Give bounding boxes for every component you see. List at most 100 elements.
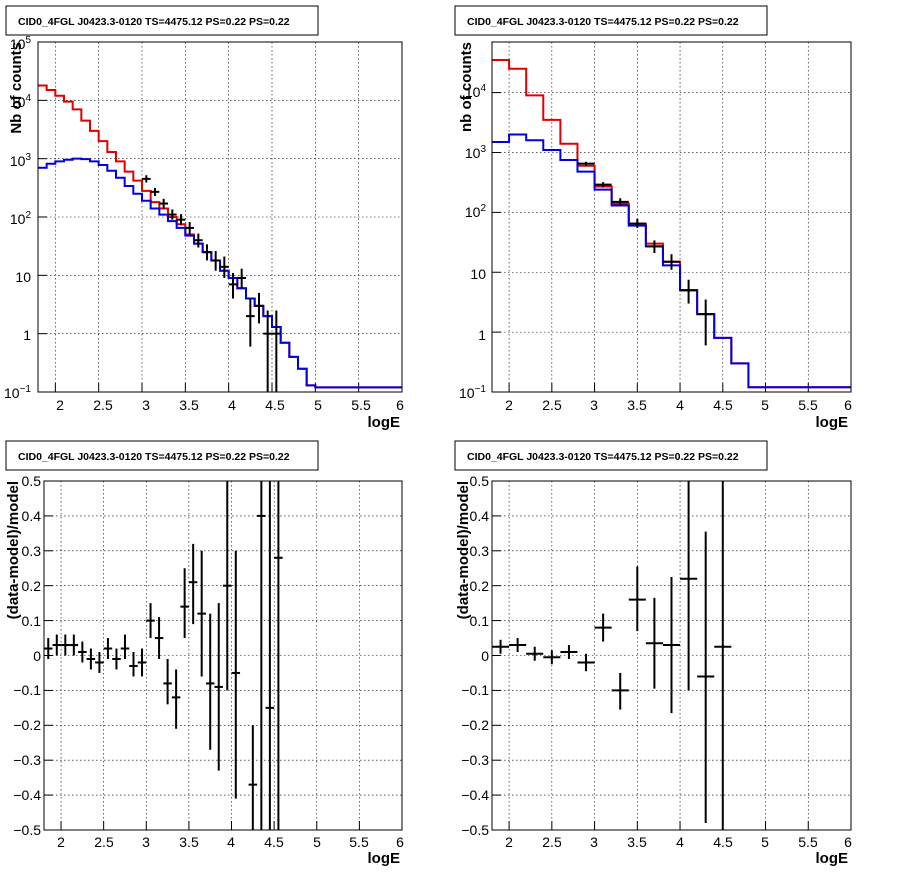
data-point — [645, 597, 663, 689]
data-point — [120, 634, 130, 659]
data-point — [214, 603, 223, 771]
data-point — [594, 613, 612, 642]
x-tick-label: 2 — [505, 834, 513, 850]
series-line — [492, 133, 851, 389]
x-tick-label: 6 — [844, 834, 852, 850]
y-tick-label: 0.3 — [22, 543, 42, 559]
plot-frame — [491, 480, 852, 831]
data-point — [492, 639, 510, 654]
data-point — [188, 543, 198, 625]
y-ticks: −0.5 −0.4 −0.3 −0.2 −0.1 0 0.1 0.2 0.3 0… — [13, 473, 41, 838]
panel-title: CID0_4FGL J0423.3-0120 TS=4475.12 PS=0.2… — [467, 451, 739, 463]
data-point — [577, 653, 595, 672]
data-point — [697, 531, 715, 824]
data-point — [246, 298, 255, 347]
plot-frame — [491, 41, 852, 393]
data-point — [265, 481, 275, 830]
y-tick-label: 10−1 — [4, 384, 31, 401]
x-tick-label: 5.5 — [349, 834, 369, 850]
data-point — [146, 603, 155, 639]
data-point — [526, 646, 544, 661]
y-tick-label: 0.1 — [22, 613, 42, 629]
y-tick-label: 103 — [465, 144, 487, 161]
panel-title: CID0_4FGL J0423.3-0120 TS=4475.12 PS=0.2… — [18, 16, 290, 28]
y-tick-label: 0.4 — [470, 508, 490, 524]
y-ticks: −0.5 −0.4 −0.3 −0.2 −0.1 0 0.1 0.2 0.3 0… — [461, 473, 489, 838]
y-tick-label: −0.3 — [13, 752, 41, 768]
data-point — [95, 652, 104, 673]
data-point — [163, 658, 172, 705]
x-tick-label: 5.5 — [798, 397, 818, 413]
data-point — [231, 550, 241, 799]
data-point — [86, 648, 96, 670]
data-point — [103, 638, 113, 659]
x-tick-label: 3 — [590, 834, 598, 850]
x-tick-label: 2 — [57, 834, 65, 850]
y-tick-label: 10−1 — [459, 384, 486, 401]
y-tick-label: 105 — [10, 35, 32, 52]
data-point — [274, 481, 283, 830]
y-tick-label: 10 — [15, 269, 31, 285]
x-axis-label: logE — [816, 414, 849, 431]
data-point — [180, 568, 189, 639]
data-point — [176, 214, 186, 226]
y-tick-label: 0.5 — [22, 473, 42, 489]
x-axis-label: logE — [368, 850, 401, 867]
x-tick-label: 4 — [228, 397, 236, 413]
data-point — [171, 669, 181, 729]
data-point — [202, 244, 212, 261]
data-point — [168, 209, 177, 220]
y-tick-label: 102 — [10, 210, 32, 227]
x-tick-label: 5.5 — [798, 834, 818, 850]
x-tick-label: 4.5 — [713, 397, 733, 413]
x-tick-label: 2.5 — [542, 397, 562, 413]
data-point — [628, 218, 646, 228]
data-point — [543, 650, 561, 665]
data-point — [611, 672, 629, 710]
x-tick-label: 3.5 — [179, 834, 199, 850]
data-point — [129, 652, 138, 677]
y-tick-label: −0.5 — [13, 822, 41, 838]
panel-title-box — [5, 440, 319, 471]
data-point — [662, 576, 681, 714]
data-point — [142, 175, 151, 183]
plot-area — [44, 480, 403, 831]
plot-frame — [37, 41, 403, 393]
data-point — [254, 292, 264, 324]
x-tick-label: 5 — [761, 834, 769, 850]
y-tick-label: 104 — [465, 83, 487, 100]
data-point — [509, 638, 527, 653]
x-tick-label: 3.5 — [627, 834, 647, 850]
x-tick-label: 4 — [676, 397, 684, 413]
data-point — [197, 550, 206, 677]
x-tick-label: 3.5 — [179, 397, 199, 413]
x-tick-label: 2 — [505, 397, 513, 413]
data-point — [61, 634, 70, 656]
panel-residuals-coarse: CID0_4FGL J0423.3-0120 TS=4475.12 PS=0.2… — [454, 440, 852, 867]
data-point — [205, 613, 215, 750]
panel-counts-fine: CID0_4FGL J0423.3-0120 TS=4475.12 PS=0.2… — [4, 5, 404, 431]
x-tick-label: 2.5 — [94, 834, 114, 850]
x-axis-label: logE — [368, 414, 401, 431]
plot-frame — [43, 480, 403, 831]
y-ticks: 10−1 1 10 102 103 104 105 — [4, 35, 31, 401]
data-point — [52, 634, 62, 656]
series-line — [38, 157, 402, 389]
data-point — [237, 268, 246, 289]
y-axis-label: (data-model)/model — [5, 481, 22, 619]
y-tick-label: 0.2 — [470, 578, 490, 594]
x-tick-label: 4.5 — [265, 397, 285, 413]
data-point — [662, 254, 681, 270]
x-ticks: 2 2.5 3 3.5 4 4.5 5 5.5 6 — [505, 397, 852, 413]
panel-residuals-fine: CID0_4FGL J0423.3-0120 TS=4475.12 PS=0.2… — [5, 440, 404, 867]
y-tick-label: −0.2 — [461, 717, 489, 733]
data-point — [645, 240, 663, 253]
y-tick-label: 1 — [23, 327, 31, 343]
x-ticks: 2 2.5 3 3.5 4 4.5 5 5.5 6 — [505, 834, 852, 850]
y-tick-label: 0 — [481, 648, 489, 664]
y-tick-label: 103 — [10, 152, 32, 169]
x-axis-label: logE — [816, 850, 849, 867]
x-tick-label: 3 — [590, 397, 598, 413]
x-tick-label: 3 — [142, 834, 150, 850]
